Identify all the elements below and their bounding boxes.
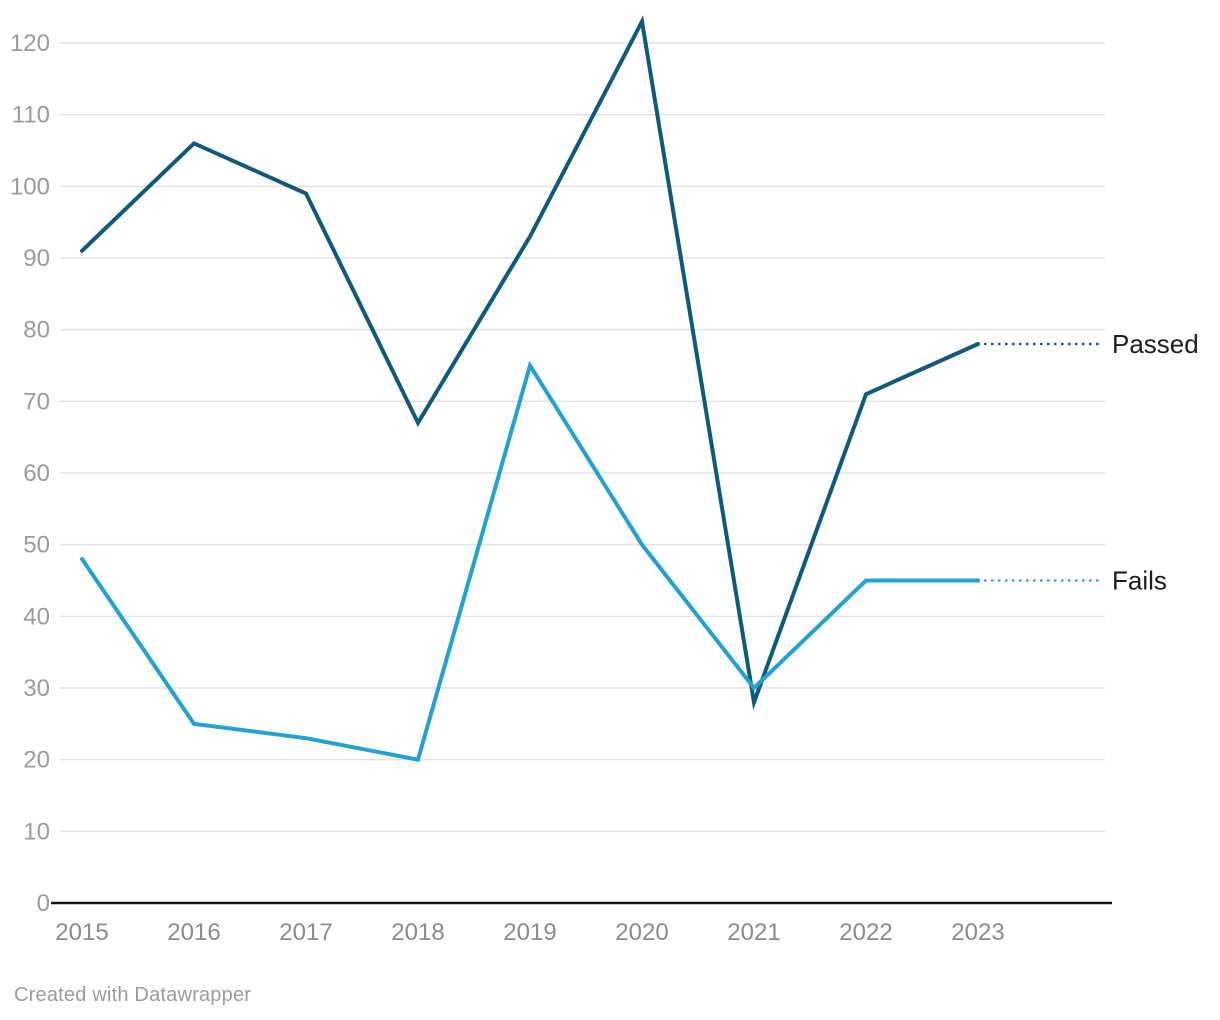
y-tick-label-10: 10 (23, 818, 50, 845)
y-tick-label-60: 60 (23, 460, 50, 487)
series-label-passed: Passed (1112, 329, 1199, 359)
x-tick-label-2020: 2020 (615, 919, 668, 946)
x-tick-label-2017: 2017 (279, 919, 332, 946)
y-tick-label-0: 0 (37, 890, 50, 917)
x-tick-label-2019: 2019 (503, 919, 556, 946)
y-tick-label-20: 20 (23, 747, 50, 774)
x-tick-label-2015: 2015 (55, 919, 108, 946)
x-tick-label-2022: 2022 (839, 919, 892, 946)
series-line-fails (80, 360, 980, 762)
y-tick-label-120: 120 (10, 30, 50, 57)
y-tick-label-50: 50 (23, 532, 50, 559)
datawrapper-credit-link[interactable]: Created with Datawrapper (14, 984, 252, 1006)
y-tick-label-90: 90 (23, 245, 50, 272)
y-tick-label-110: 110 (12, 102, 50, 129)
x-tick-label-2023: 2023 (951, 919, 1004, 946)
y-tick-label-100: 100 (10, 173, 50, 200)
series-line-passed (80, 15, 980, 711)
x-tick-label-2018: 2018 (391, 919, 444, 946)
series-label-fails: Fails (1112, 566, 1167, 596)
x-tick-label-2016: 2016 (167, 919, 220, 946)
y-tick-label-70: 70 (23, 388, 50, 415)
x-tick-label-2021: 2021 (727, 919, 780, 946)
y-tick-label-40: 40 (23, 603, 50, 630)
y-tick-label-80: 80 (23, 317, 50, 344)
y-tick-label-30: 30 (23, 675, 50, 702)
